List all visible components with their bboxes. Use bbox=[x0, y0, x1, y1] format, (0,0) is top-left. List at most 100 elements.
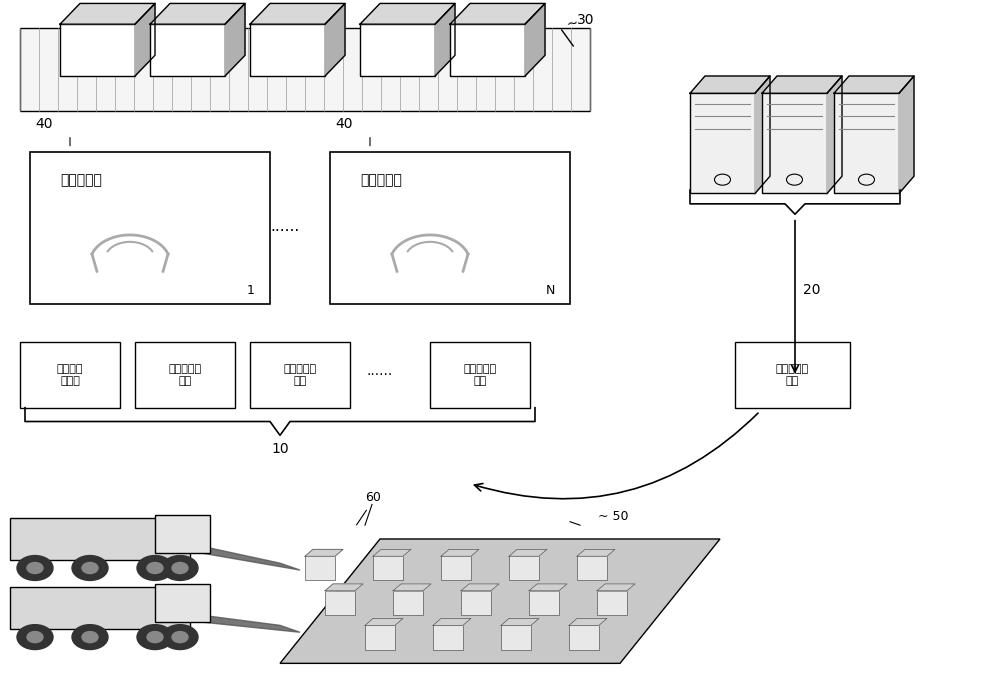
Bar bbox=[373, 556, 403, 580]
Polygon shape bbox=[690, 76, 770, 93]
Polygon shape bbox=[597, 584, 635, 591]
Bar bbox=[569, 625, 599, 650]
Bar bbox=[305, 556, 335, 580]
Text: N: N bbox=[546, 284, 555, 297]
Polygon shape bbox=[509, 549, 547, 556]
Circle shape bbox=[82, 562, 98, 574]
Bar bbox=[501, 625, 531, 650]
Text: 自驱动移动
设备: 自驱动移动 设备 bbox=[776, 364, 809, 386]
Polygon shape bbox=[150, 3, 245, 24]
Polygon shape bbox=[441, 549, 479, 556]
Bar bbox=[30, 152, 270, 304]
Polygon shape bbox=[762, 76, 842, 93]
Polygon shape bbox=[280, 539, 720, 663]
Bar bbox=[597, 591, 627, 615]
Bar bbox=[60, 24, 135, 76]
Bar bbox=[461, 591, 491, 615]
Polygon shape bbox=[305, 549, 343, 556]
Bar bbox=[450, 24, 525, 76]
Polygon shape bbox=[525, 3, 545, 76]
Polygon shape bbox=[225, 3, 245, 76]
Circle shape bbox=[27, 562, 43, 574]
Polygon shape bbox=[373, 549, 411, 556]
Bar bbox=[250, 24, 325, 76]
Text: ~ 50: ~ 50 bbox=[598, 510, 629, 522]
Circle shape bbox=[147, 562, 163, 574]
Polygon shape bbox=[250, 3, 345, 24]
Text: 30: 30 bbox=[577, 13, 594, 27]
Polygon shape bbox=[200, 546, 300, 570]
Polygon shape bbox=[325, 3, 345, 76]
Text: 40: 40 bbox=[335, 117, 352, 131]
Circle shape bbox=[172, 562, 188, 574]
Polygon shape bbox=[501, 618, 539, 625]
Text: 分拣工作站: 分拣工作站 bbox=[60, 173, 102, 187]
Bar bbox=[441, 556, 471, 580]
Bar bbox=[10, 587, 190, 629]
Text: 20: 20 bbox=[803, 283, 820, 296]
Circle shape bbox=[82, 632, 98, 643]
Bar bbox=[762, 93, 827, 193]
Circle shape bbox=[17, 625, 53, 650]
Text: ......: ...... bbox=[270, 220, 300, 234]
Circle shape bbox=[17, 556, 53, 580]
Bar bbox=[155, 515, 210, 553]
Circle shape bbox=[137, 556, 173, 580]
Polygon shape bbox=[365, 618, 403, 625]
Text: 自驱动移动
设备: 自驱动移动 设备 bbox=[283, 364, 317, 386]
Polygon shape bbox=[393, 584, 431, 591]
Polygon shape bbox=[577, 549, 615, 556]
Bar bbox=[325, 591, 355, 615]
Polygon shape bbox=[899, 76, 914, 193]
Bar bbox=[690, 93, 755, 193]
Bar bbox=[360, 24, 435, 76]
Circle shape bbox=[162, 556, 198, 580]
Polygon shape bbox=[827, 76, 842, 193]
Polygon shape bbox=[360, 3, 455, 24]
Bar bbox=[250, 342, 350, 408]
Polygon shape bbox=[450, 3, 545, 24]
Bar bbox=[509, 556, 539, 580]
Text: 40: 40 bbox=[35, 117, 52, 131]
Bar bbox=[20, 28, 590, 111]
Bar bbox=[433, 625, 463, 650]
Polygon shape bbox=[435, 3, 455, 76]
Circle shape bbox=[72, 625, 108, 650]
Bar bbox=[155, 584, 210, 622]
Text: 60: 60 bbox=[365, 491, 381, 504]
Circle shape bbox=[137, 625, 173, 650]
Bar bbox=[834, 93, 899, 193]
Polygon shape bbox=[834, 76, 914, 93]
Polygon shape bbox=[60, 3, 155, 24]
Circle shape bbox=[72, 556, 108, 580]
Bar bbox=[529, 591, 559, 615]
Text: ~: ~ bbox=[565, 16, 579, 32]
Bar bbox=[577, 556, 607, 580]
Bar bbox=[430, 342, 530, 408]
Polygon shape bbox=[433, 618, 471, 625]
Bar bbox=[135, 342, 235, 408]
Polygon shape bbox=[755, 76, 770, 193]
Bar bbox=[330, 152, 570, 304]
Polygon shape bbox=[200, 615, 300, 632]
Bar bbox=[735, 342, 850, 408]
Text: 分拣工作站: 分拣工作站 bbox=[360, 173, 402, 187]
Text: 10: 10 bbox=[271, 442, 289, 455]
Circle shape bbox=[162, 625, 198, 650]
Text: 1: 1 bbox=[247, 284, 255, 297]
Circle shape bbox=[172, 632, 188, 643]
Text: 自驱动移
动设备: 自驱动移 动设备 bbox=[57, 364, 83, 386]
Polygon shape bbox=[529, 584, 567, 591]
Polygon shape bbox=[569, 618, 607, 625]
Text: 自驱动移动
设备: 自驱动移动 设备 bbox=[168, 364, 202, 386]
Text: 自驱动移动
设备: 自驱动移动 设备 bbox=[463, 364, 497, 386]
Bar bbox=[10, 518, 190, 560]
Circle shape bbox=[147, 632, 163, 643]
Bar bbox=[393, 591, 423, 615]
Polygon shape bbox=[461, 584, 499, 591]
Circle shape bbox=[27, 632, 43, 643]
Polygon shape bbox=[325, 584, 363, 591]
Bar bbox=[150, 24, 225, 76]
Text: ......: ...... bbox=[367, 364, 393, 378]
Polygon shape bbox=[135, 3, 155, 76]
